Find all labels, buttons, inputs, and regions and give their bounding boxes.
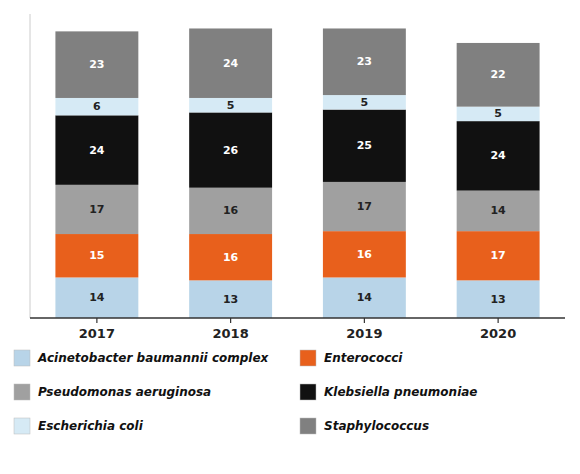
legend-label: Escherichia coli [38, 419, 144, 433]
data-label: 24 [490, 149, 506, 162]
data-label: 17 [490, 249, 505, 262]
bar-segment [55, 185, 138, 234]
axes: 2017 2018 2019 2020 [30, 14, 565, 341]
data-label: 14 [490, 204, 506, 217]
bars [55, 28, 539, 318]
legend-swatch [14, 418, 30, 434]
chart-svg: 14 13 14 13 15 16 16 17 17 16 17 14 24 26 25 24 6 5 5 5 23 24… [0, 0, 580, 474]
bar-segment [457, 280, 540, 318]
x-tick-label: 2018 [213, 326, 249, 341]
data-label: 17 [89, 203, 104, 216]
bar-segment [189, 112, 272, 187]
data-label: 14 [357, 291, 373, 304]
data-label: 24 [89, 144, 105, 157]
bar-segment [189, 234, 272, 280]
x-tick-label: 2020 [480, 326, 516, 341]
bar-segment [55, 98, 138, 115]
legend: Acinetobacter baumannii complex Enterococ… [14, 350, 478, 434]
x-tick [364, 318, 365, 323]
x-tick-label: 2019 [346, 326, 382, 341]
bar-segment [457, 107, 540, 121]
x-axis-line [30, 317, 565, 319]
data-label: 26 [223, 144, 239, 157]
data-label: 17 [357, 200, 372, 213]
bar-segment [457, 43, 540, 107]
bar-segment [323, 231, 406, 277]
legend-swatch [14, 350, 30, 366]
data-label: 25 [357, 139, 372, 152]
bar-segment [323, 110, 406, 182]
data-label: 5 [227, 99, 235, 112]
bar-segment [457, 231, 540, 280]
bar-segment [55, 115, 138, 184]
data-label: 16 [223, 204, 239, 217]
data-label: 13 [490, 293, 505, 306]
y-axis-line [30, 14, 31, 318]
data-label: 15 [89, 249, 104, 262]
legend-label: Acinetobacter baumannii complex [37, 351, 270, 365]
data-label: 6 [93, 100, 101, 113]
bar-segment [323, 95, 406, 109]
x-tick [230, 318, 231, 323]
bar-segment [55, 31, 138, 98]
x-tick-label: 2017 [79, 326, 115, 341]
legend-swatch [300, 350, 316, 366]
data-label: 22 [490, 68, 505, 81]
legend-label: Pseudomonas aeruginosa [38, 385, 211, 399]
data-label: 5 [361, 96, 369, 109]
legend-swatch [14, 384, 30, 400]
legend-label: Enterococci [324, 351, 403, 365]
x-tick [498, 318, 499, 323]
legend-swatch [300, 418, 316, 434]
bar-segment [189, 280, 272, 318]
bar-segment [55, 277, 138, 318]
data-label: 14 [89, 291, 105, 304]
bar-segment [457, 191, 540, 232]
bar-segment [189, 28, 272, 97]
data-label: 16 [357, 248, 373, 261]
bar-segment [189, 98, 272, 112]
x-tick [96, 318, 97, 323]
bar-segment [55, 234, 138, 277]
legend-swatch [300, 384, 316, 400]
bar-segment [323, 277, 406, 318]
legend-label: Klebsiella pneumoniae [324, 385, 478, 399]
data-label: 13 [223, 293, 238, 306]
data-label: 16 [223, 251, 239, 264]
data-label: 23 [89, 58, 104, 71]
bar-segment [189, 188, 272, 234]
data-label: 5 [494, 107, 502, 120]
legend-label: Staphylococcus [324, 419, 429, 433]
data-labels: 14 13 14 13 15 16 16 17 17 16 17 14 24 26 25 24 6 5 5 5 23 24… [89, 55, 506, 305]
bar-segment [323, 28, 406, 95]
bar-segment [457, 121, 540, 190]
bar-segment [323, 182, 406, 231]
chart-container: 14 13 14 13 15 16 16 17 17 16 17 14 24 26 25 24 6 5 5 5 23 24… [0, 0, 580, 474]
data-label: 23 [357, 55, 372, 68]
data-label: 24 [223, 57, 239, 70]
